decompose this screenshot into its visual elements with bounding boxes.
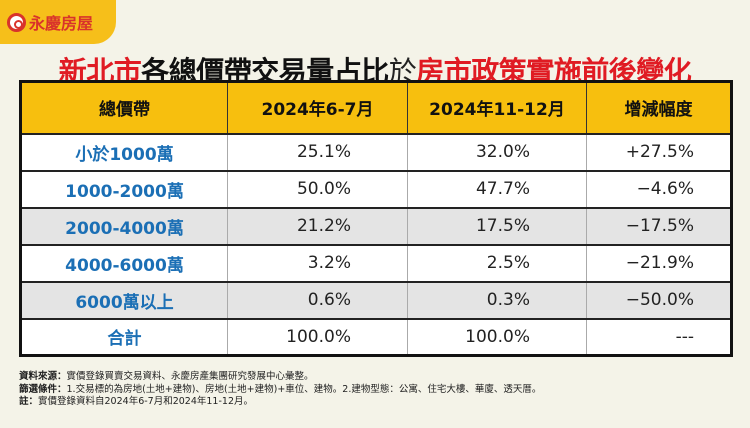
footnotes: 資料來源：實價登錄買賣交易資料、永慶房產集團研究發展中心彙整。 篩選條件：1.交…	[19, 371, 541, 409]
header-change: 增減幅度	[586, 81, 732, 134]
band-cell: 2000-4000萬	[20, 206, 228, 245]
change-cell: −4.6%	[586, 169, 732, 208]
brand-name: 永慶房屋	[29, 14, 94, 33]
table-row: 1000-2000萬 50.0% 47.7% −4.6%	[20, 169, 732, 208]
period-2-cell: 100.0%	[407, 317, 587, 356]
header-period-1: 2024年6-7月	[227, 81, 408, 134]
band-cell: 合計	[20, 317, 228, 356]
change-cell: +27.5%	[586, 132, 732, 171]
period-1-cell: 100.0%	[227, 317, 408, 356]
period-2-cell: 17.5%	[407, 206, 587, 245]
table-row: 2000-4000萬 21.2% 17.5% −17.5%	[20, 206, 732, 245]
brand-logo: 永慶房屋	[0, 0, 116, 44]
period-2-cell: 32.0%	[407, 132, 587, 171]
table-row: 4000-6000萬 3.2% 2.5% −21.9%	[20, 243, 732, 282]
period-1-cell: 21.2%	[227, 206, 408, 245]
footnote-note: 註：實價登錄資料自2024年6-7月和2024年11-12月。	[19, 396, 253, 407]
change-cell: −21.9%	[586, 243, 732, 282]
period-1-cell: 3.2%	[227, 243, 408, 282]
footnote-criteria: 篩選條件：1.交易標的為房地(土地+建物)、房地(土地+建物)+車位、建物。2.…	[19, 383, 542, 395]
band-cell: 6000萬以上	[20, 280, 228, 319]
period-1-cell: 50.0%	[227, 169, 408, 208]
table-row: 6000萬以上 0.6% 0.3% −50.0%	[20, 280, 732, 319]
change-cell: −50.0%	[586, 280, 732, 319]
change-cell: ---	[586, 317, 732, 356]
footnote-source: 資料來源：實價登錄買賣交易資料、永慶房產集團研究發展中心彙整。	[19, 371, 314, 382]
band-cell: 1000-2000萬	[20, 169, 228, 208]
period-1-cell: 25.1%	[227, 132, 408, 171]
price-band-table: 總價帶 2024年6-7月 2024年11-12月 增減幅度 小於1000萬 25…	[19, 80, 733, 357]
band-cell: 小於1000萬	[20, 132, 228, 171]
change-cell: −17.5%	[586, 206, 732, 245]
table-header-row: 總價帶 2024年6-7月 2024年11-12月 增減幅度	[20, 81, 732, 134]
period-1-cell: 0.6%	[227, 280, 408, 319]
table-row: 小於1000萬 25.1% 32.0% +27.5%	[20, 132, 732, 171]
header-band: 總價帶	[20, 81, 228, 134]
band-cell: 4000-6000萬	[20, 243, 228, 282]
header-period-2: 2024年11-12月	[407, 81, 587, 134]
period-2-cell: 0.3%	[407, 280, 587, 319]
period-2-cell: 2.5%	[407, 243, 587, 282]
period-2-cell: 47.7%	[407, 169, 587, 208]
table-row: 合計 100.0% 100.0% ---	[20, 317, 732, 356]
brand-ring-icon	[7, 12, 26, 32]
